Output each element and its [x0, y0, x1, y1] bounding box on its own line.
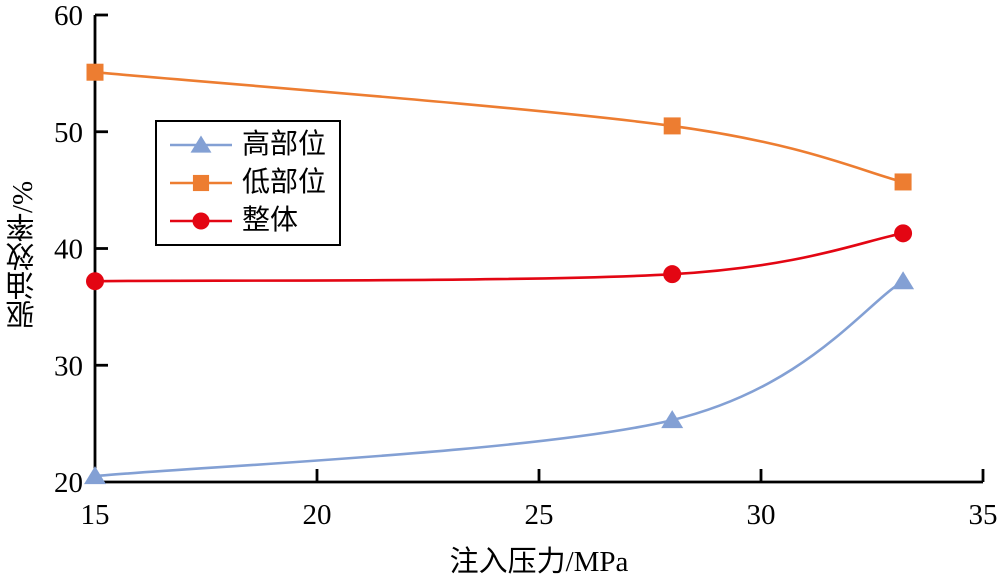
x-tick-label: 30 [747, 499, 776, 531]
legend-label-low: 低部位 [242, 167, 327, 198]
y-tick-label: 20 [54, 467, 83, 499]
triangle-marker-icon [892, 271, 915, 290]
square-marker-icon [663, 117, 681, 135]
x-tick-label: 35 [969, 499, 998, 531]
y-axis-title: 驱油效率/% [7, 180, 39, 330]
series-line-1 [94, 70, 904, 184]
x-tick-label: 25 [525, 499, 554, 531]
circle-marker-icon [86, 272, 104, 291]
circle-marker-icon [894, 224, 913, 243]
legend-label-high: 高部位 [242, 129, 327, 160]
y-tick-label: 30 [54, 350, 83, 382]
square-marker-icon [192, 174, 210, 192]
legend-square-marker-icon [170, 174, 232, 192]
x-tick-label: 20 [303, 499, 332, 531]
x-tick-label: 15 [81, 499, 110, 531]
legend-label-overall: 整体 [242, 205, 299, 236]
series-line-0 [94, 280, 904, 478]
square-marker-icon [86, 63, 104, 81]
square-marker-icon [894, 173, 912, 191]
legend-circle-marker-icon [170, 212, 232, 230]
legend-triangle-marker-icon [170, 135, 232, 153]
y-tick-label: 50 [54, 117, 83, 149]
triangle-marker-icon [190, 135, 212, 153]
triangle-marker-icon [84, 466, 106, 485]
y-tick-label: 40 [54, 234, 83, 266]
y-tick-label: 60 [54, 0, 83, 32]
legend-item-overall: 整体 [169, 206, 339, 236]
circle-marker-icon [663, 265, 682, 284]
triangle-marker-icon [661, 410, 684, 429]
axis-lines [93, 15, 983, 484]
series-line-2 [94, 232, 904, 283]
x-axis-title: 注入压力/MPa [449, 546, 629, 577]
circle-marker-icon [192, 212, 210, 230]
chart-legend: 高部位 低部位 整体 [155, 120, 341, 246]
legend-item-low: 低部位 [169, 168, 339, 198]
legend-item-high: 高部位 [169, 130, 339, 160]
